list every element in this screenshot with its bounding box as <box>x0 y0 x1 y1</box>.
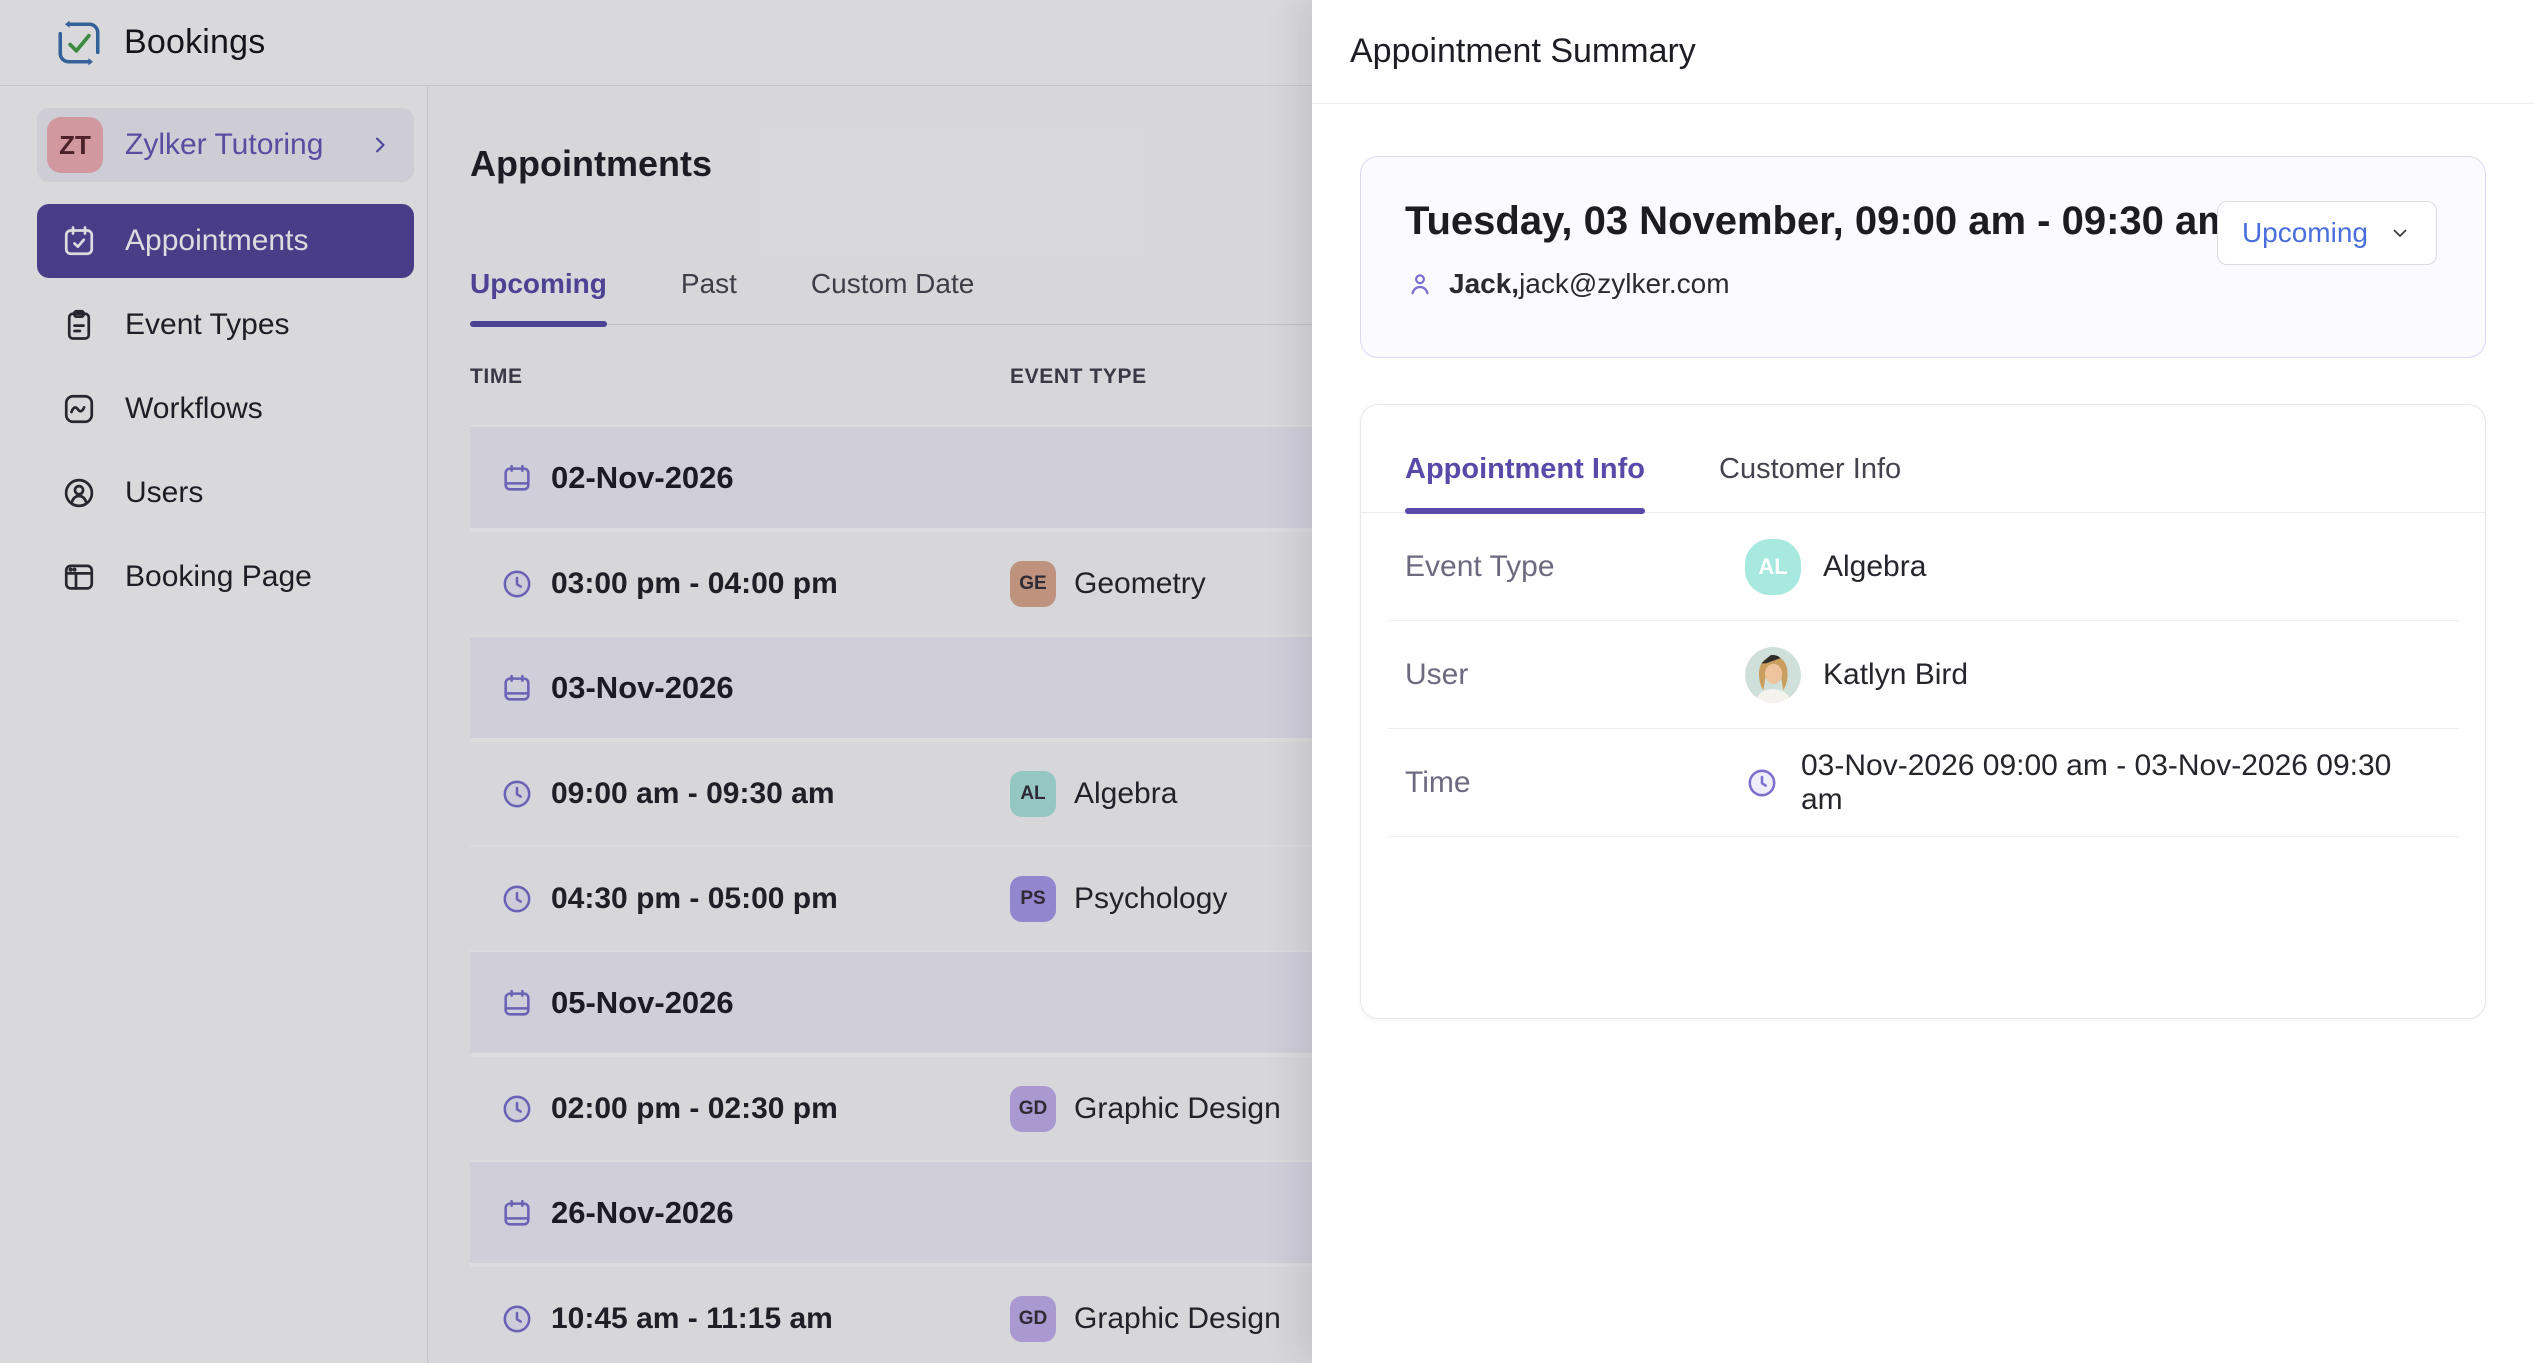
event-type-name: Graphic Design <box>1074 1301 1281 1335</box>
sidebar-nav: Appointments Event Types Workflows Users Boo… <box>37 204 414 614</box>
details-tab-appointment-info[interactable]: Appointment Info <box>1405 453 1646 514</box>
event-type-name: Psychology <box>1074 881 1228 915</box>
appointment-datetime: Tuesday, 03 November, 09:00 am - 09:30 a… <box>1405 199 2233 243</box>
drawer-title: Appointment Summary <box>1312 0 2534 104</box>
tab-upcoming[interactable]: Upcoming <box>470 268 607 328</box>
status-label: Upcoming <box>2241 217 2368 248</box>
event-type-badge: AL <box>1745 538 1801 595</box>
detail-row-user: User Katlyn Bird <box>1387 621 2459 729</box>
event-type-name: Graphic Design <box>1074 1091 1281 1125</box>
column-header-event-type: EVENT TYPE <box>1010 365 1147 389</box>
event-type-name: Geometry <box>1074 566 1206 600</box>
workspace-switcher[interactable]: ZT Zylker Tutoring <box>37 108 414 182</box>
booking-page-icon <box>61 559 97 595</box>
clock-icon <box>500 777 534 811</box>
calendar-icon <box>500 671 534 705</box>
clock-icon <box>500 1302 534 1336</box>
appointment-time: 02:00 pm - 02:30 pm <box>551 1091 838 1125</box>
app-title: Bookings <box>124 23 266 61</box>
status-dropdown[interactable]: Upcoming <box>2216 201 2437 265</box>
detail-label: Event Type <box>1405 549 1555 583</box>
details-tabs: Appointment Info Customer Info <box>1361 405 2485 514</box>
appointment-time: 10:45 am - 11:15 am <box>551 1301 833 1335</box>
calendar-icon <box>500 461 534 495</box>
tab-past[interactable]: Past <box>680 268 737 300</box>
appointment-time: 04:30 pm - 05:00 pm <box>551 881 838 915</box>
bookings-logo-icon <box>54 18 104 68</box>
sidebar-item-booking-page[interactable]: Booking Page <box>37 540 414 614</box>
calendar-icon <box>500 986 534 1020</box>
chevron-right-icon <box>366 131 394 159</box>
clock-icon <box>1745 766 1779 800</box>
clock-icon <box>500 882 534 916</box>
details-card: Appointment Info Customer Info Event Type… <box>1360 404 2486 1019</box>
event-type-badge: PS <box>1010 875 1056 922</box>
sidebar-item-users[interactable]: Users <box>37 456 414 530</box>
customer-name: Jack, <box>1449 268 1520 299</box>
detail-row-event-type: Event Type AL Algebra <box>1387 513 2459 621</box>
sidebar-item-label: Appointments <box>125 224 309 257</box>
workspace-avatar: ZT <box>47 117 103 173</box>
appointments-tabs: Upcoming Past Custom Date <box>470 268 2534 328</box>
event-type-badge: GD <box>1010 1085 1056 1132</box>
event-type-badge: GD <box>1010 1295 1056 1342</box>
details-tab-customer-info[interactable]: Customer Info <box>1719 453 1902 485</box>
sidebar-item-label: Users <box>125 476 204 509</box>
sidebar-item-event-types[interactable]: Event Types <box>37 288 414 362</box>
summary-card: Tuesday, 03 November, 09:00 am - 09:30 a… <box>1360 156 2486 358</box>
page-title: Appointments <box>470 143 712 184</box>
date-label: 26-Nov-2026 <box>551 1194 734 1230</box>
calendar-check-icon <box>61 223 97 259</box>
sidebar-item-label: Event Types <box>125 308 290 341</box>
customer-email: jack@zylker.com <box>1519 268 1730 299</box>
detail-label: Time <box>1405 765 1471 799</box>
tab-custom-date[interactable]: Custom Date <box>810 268 975 300</box>
appointment-time: 03:00 pm - 04:00 pm <box>551 566 838 600</box>
user-value: Katlyn Bird <box>1823 657 1969 691</box>
workflow-icon <box>61 391 97 427</box>
detail-row-time: Time 03-Nov-2026 09:00 am - 03-Nov-2026 … <box>1387 729 2459 837</box>
modal-overlay[interactable] <box>0 0 1312 1363</box>
time-value: 03-Nov-2026 09:00 am - 03-Nov-2026 09:30… <box>1801 748 2392 816</box>
chevron-down-icon <box>2388 221 2412 245</box>
calendar-icon <box>500 1196 534 1230</box>
workspace-name: Zylker Tutoring <box>125 128 324 161</box>
date-label: 03-Nov-2026 <box>551 669 734 705</box>
appointment-row[interactable]: 09:00 am - 09:30 am AL Algebra <box>470 740 2534 845</box>
clock-icon <box>500 567 534 601</box>
sidebar-item-label: Workflows <box>125 392 263 425</box>
clock-icon <box>500 1092 534 1126</box>
event-type-badge: AL <box>1010 770 1056 817</box>
sidebar: ZT Zylker Tutoring Appointments Event Typ… <box>0 86 428 1363</box>
customer-line: Jack,jack@zylker.com <box>1405 268 2441 300</box>
sidebar-item-workflows[interactable]: Workflows <box>37 372 414 446</box>
event-type-value: Algebra <box>1823 549 1927 583</box>
event-type-badge: GE <box>1010 560 1056 607</box>
detail-label: User <box>1405 657 1469 691</box>
date-label: 02-Nov-2026 <box>551 459 734 495</box>
person-icon <box>1405 269 1435 299</box>
event-type-name: Algebra <box>1074 776 1178 810</box>
appointment-row[interactable]: 10:45 am - 11:15 am GD Graphic Design <box>470 1265 2534 1363</box>
users-icon <box>61 475 97 511</box>
column-header-time: TIME <box>470 365 523 389</box>
avatar <box>1745 646 1801 703</box>
appointment-time: 09:00 am - 09:30 am <box>551 776 835 810</box>
sidebar-item-label: Booking Page <box>125 560 312 593</box>
appointment-summary-drawer: Appointment Summary Tuesday, 03 November… <box>1312 0 2534 1363</box>
date-label: 05-Nov-2026 <box>551 984 734 1020</box>
sidebar-item-appointments[interactable]: Appointments <box>37 204 414 278</box>
clipboard-icon <box>61 307 97 343</box>
table-header: TIME EVENT TYPE <box>470 365 2534 389</box>
